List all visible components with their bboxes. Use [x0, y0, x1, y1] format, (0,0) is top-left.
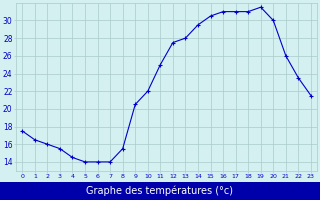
Text: Graphe des températures (°c): Graphe des températures (°c) [86, 186, 234, 196]
